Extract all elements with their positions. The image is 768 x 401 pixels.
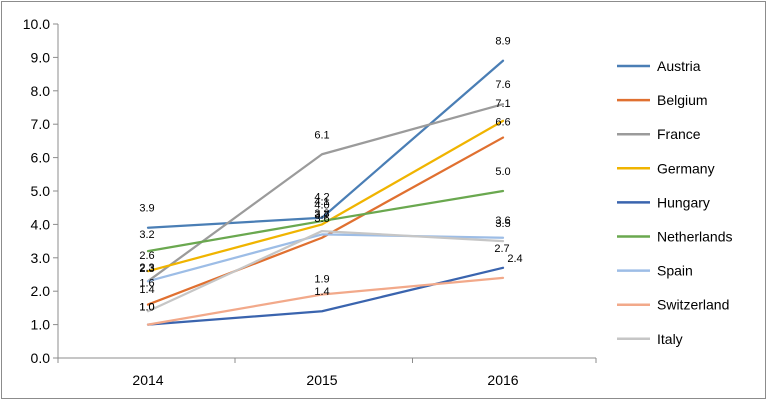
data-label-france: 6.1 — [314, 129, 329, 141]
data-label-switzerland: 2.4 — [507, 253, 522, 265]
data-label-germany: 2.6 — [139, 250, 154, 262]
y-tick-label: 1.0 — [31, 317, 51, 333]
legend-label-switzerland: Switzerland — [657, 297, 729, 313]
legend-label-germany: Germany — [657, 160, 715, 176]
legend-label-netherlands: Netherlands — [657, 229, 733, 245]
data-label-belgium: 3.6 — [314, 213, 329, 225]
data-label-netherlands: 3.2 — [139, 229, 154, 241]
legend-label-france: France — [657, 126, 701, 142]
data-label-hungary: 2.7 — [494, 243, 509, 255]
data-label-france: 2.3 — [139, 262, 154, 274]
y-tick-label: 4.0 — [31, 216, 51, 232]
x-tick-label: 2015 — [306, 372, 337, 388]
data-label-belgium: 1.6 — [139, 278, 154, 290]
data-label-italy: 3.8 — [314, 208, 329, 220]
series-line-switzerland — [146, 276, 505, 326]
x-tick-label: 2016 — [487, 372, 518, 388]
data-label-hungary: 1.0 — [139, 302, 154, 314]
series-line-belgium — [146, 136, 505, 306]
data-label-spain: 3.7 — [314, 209, 329, 221]
data-label-italy: 3.5 — [495, 218, 510, 230]
data-label-france: 7.6 — [495, 79, 510, 91]
data-label-hungary: 1.4 — [314, 286, 329, 298]
data-label-switzerland: 1.0 — [139, 302, 154, 314]
series-line-austria — [146, 59, 505, 229]
y-tick-label: 5.0 — [31, 183, 51, 199]
legend-label-spain: Spain — [657, 263, 693, 279]
data-label-netherlands: 4.1 — [314, 196, 329, 208]
data-label-switzerland: 1.9 — [314, 274, 329, 286]
data-label-austria: 8.9 — [495, 36, 510, 48]
data-label-netherlands: 5.0 — [495, 166, 510, 178]
series-line-france — [146, 103, 505, 283]
y-tick-label: 7.0 — [31, 116, 51, 132]
data-label-austria: 4.2 — [314, 192, 329, 204]
y-tick-label: 8.0 — [31, 83, 51, 99]
data-label-belgium: 6.6 — [495, 117, 510, 129]
y-tick-label: 0.0 — [31, 350, 51, 366]
data-label-spain: 3.6 — [495, 215, 510, 227]
data-label-germany: 7.1 — [495, 98, 510, 110]
data-label-germany: 4.0 — [314, 199, 329, 211]
series-line-netherlands — [146, 189, 505, 253]
y-tick-label: 3.0 — [31, 250, 51, 266]
x-tick-label: 2014 — [132, 372, 163, 388]
y-tick-label: 10.0 — [23, 16, 50, 32]
y-tick-label: 6.0 — [31, 150, 51, 166]
legend-label-austria: Austria — [657, 58, 701, 74]
series-line-germany — [146, 119, 505, 273]
data-label-italy: 1.4 — [139, 284, 154, 296]
legend-label-belgium: Belgium — [657, 92, 708, 108]
series-line-italy — [146, 229, 505, 313]
legend-label-hungary: Hungary — [657, 194, 710, 210]
legend-label-italy: Italy — [657, 331, 683, 347]
y-tick-label: 9.0 — [31, 49, 51, 65]
data-label-spain: 2.3 — [139, 263, 154, 275]
y-tick-label: 2.0 — [31, 283, 51, 299]
data-label-austria: 3.9 — [139, 203, 154, 215]
